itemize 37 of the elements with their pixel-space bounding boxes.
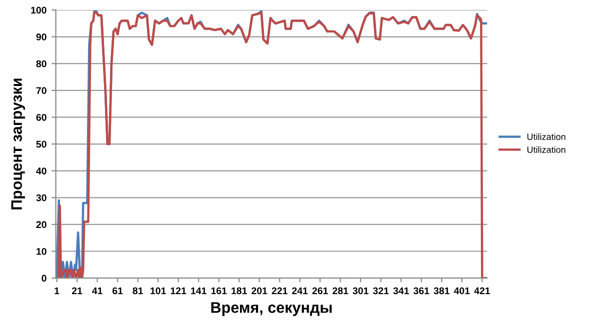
x-tick-label: 301 [352, 287, 368, 294]
y-tick-label: 60 [36, 114, 46, 121]
x-tick-label: 141 [191, 287, 206, 294]
y-tick-label: 90 [36, 34, 46, 40]
x-tick-label: 221 [272, 287, 288, 294]
x-tick-label: 241 [292, 287, 308, 294]
x-tick-label: 21 [72, 287, 82, 294]
y-tick-label: 0 [42, 274, 46, 282]
x-tick-label: 61 [112, 287, 123, 294]
x-tick-label: 421 [474, 287, 490, 294]
y-tick-label: 50 [36, 140, 46, 148]
y-tick-label: 40 [36, 168, 46, 174]
x-tick-label: 101 [150, 287, 166, 294]
y-axis-title: Процент загрузки [11, 78, 25, 210]
x-tick-label: 381 [434, 287, 450, 294]
x-tick-label: 41 [92, 287, 102, 294]
legend-label: Utilization [527, 133, 566, 140]
x-axis-title: Время, секунды [211, 302, 332, 316]
legend-label: Utilization [527, 146, 566, 153]
x-tick-label: 161 [211, 287, 227, 294]
y-tick-label: 10 [36, 248, 46, 255]
x-tick-label: 361 [413, 287, 430, 294]
y-tick-label: 100 [31, 6, 46, 14]
x-tick-label: 321 [372, 287, 389, 294]
x-tick-label: 81 [132, 287, 143, 294]
x-tick-label: 341 [393, 287, 409, 294]
x-tick-label: 401 [454, 287, 470, 294]
x-tick-label: 1 [54, 287, 60, 294]
y-tick-label: 30 [36, 194, 46, 202]
y-tick-label: 20 [36, 221, 46, 228]
y-tick-label: 80 [36, 60, 46, 68]
x-tick-label: 281 [332, 287, 348, 294]
x-tick-label: 121 [170, 287, 186, 294]
x-tick-label: 181 [232, 287, 247, 294]
x-tick-label: 201 [252, 287, 268, 294]
x-tick-label: 261 [312, 287, 328, 294]
y-tick-label: 70 [36, 87, 46, 94]
